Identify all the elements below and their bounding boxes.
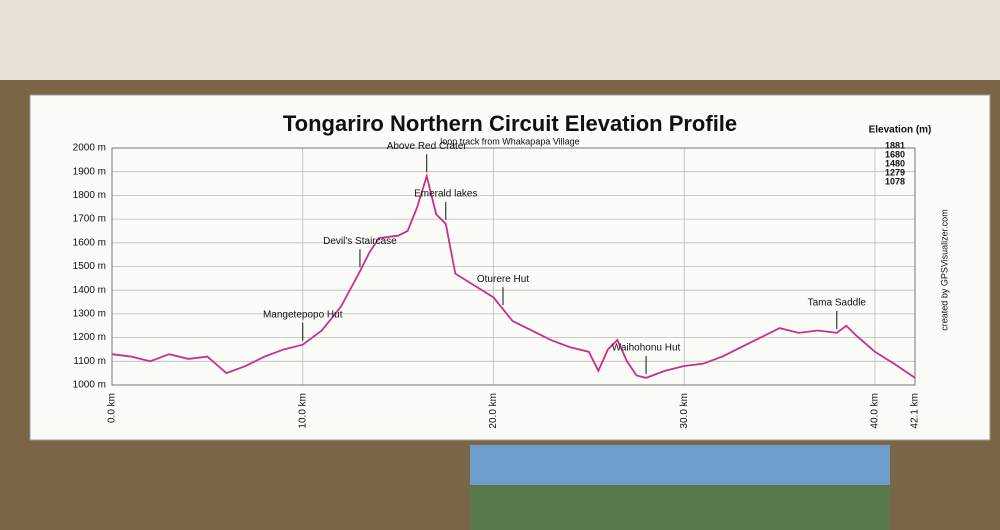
y-tick-label: 1800 m [73, 190, 106, 201]
annotation: Above Red Crater [387, 141, 468, 152]
chart-title: Tongariro Northern Circuit Elevation Pro… [283, 111, 737, 136]
legend-entry: 1078 [885, 176, 905, 186]
x-tick-label: 10.0 km [297, 393, 308, 429]
y-tick-label: 1900 m [73, 166, 106, 177]
photo-sky [470, 445, 890, 485]
annotation: Devil's Staircase [323, 236, 397, 247]
y-tick-label: 1200 m [73, 332, 106, 343]
legend-entry: 1480 [885, 158, 905, 168]
y-tick-label: 2000 m [73, 143, 106, 154]
y-tick-label: 1600 m [73, 237, 106, 248]
background-wall [0, 0, 1000, 80]
x-tick-label: 20.0 km [488, 393, 499, 429]
x-tick-label: 0.0 km [107, 393, 118, 423]
y-tick-label: 1100 m [73, 356, 106, 367]
y-tick-label: 1300 m [73, 309, 106, 320]
y-tick-label: 1700 m [73, 214, 106, 225]
chart-subtitle: loop track from Whakapapa Village [440, 136, 579, 146]
annotation: Tama Saddle [808, 298, 867, 309]
x-tick-label: 42.1 km [910, 393, 921, 429]
credit: created by GPSVisualizer.com [939, 209, 949, 330]
x-tick-label: 40.0 km [870, 393, 881, 429]
x-tick-label: 30.0 km [679, 393, 690, 429]
annotation: Mangetepopo Hut [263, 309, 343, 320]
legend-entry: 1881 [885, 140, 905, 150]
y-tick-label: 1500 m [73, 261, 106, 272]
y-tick-label: 1000 m [73, 380, 106, 391]
annotation: Waihohonu Hut [612, 343, 681, 354]
annotation: Emerald lakes [414, 188, 477, 199]
elevation-line [111, 172, 916, 379]
legend-entry: 1279 [885, 167, 905, 177]
y-tick-label: 1400 m [73, 285, 106, 296]
chart-card [29, 94, 991, 441]
legend-entry: 1680 [885, 149, 905, 159]
legend-title: Elevation (m) [869, 125, 932, 136]
annotation: Oturere Hut [477, 274, 529, 285]
plot-frame [111, 147, 916, 386]
